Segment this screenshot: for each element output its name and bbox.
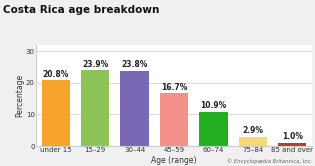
Text: Costa Rica age breakdown: Costa Rica age breakdown (3, 5, 159, 15)
Y-axis label: Percentage: Percentage (15, 74, 24, 117)
Bar (199, 112, 228, 146)
Text: 2016: 2016 (203, 79, 224, 87)
Text: 20.8%: 20.8% (43, 70, 69, 79)
Text: 10.9%: 10.9% (200, 101, 226, 110)
Text: 2019: 2019 (124, 79, 145, 87)
Bar (42, 80, 70, 146)
Text: 2011: 2011 (242, 79, 263, 87)
Text: 23.8%: 23.8% (122, 60, 148, 69)
Text: 2.9%: 2.9% (242, 126, 263, 135)
Bar (239, 137, 267, 146)
Text: 2017: 2017 (163, 79, 185, 87)
Text: 23.9%: 23.9% (82, 60, 108, 69)
Bar (121, 71, 149, 146)
Bar (278, 143, 306, 146)
X-axis label: Age (range): Age (range) (151, 156, 197, 165)
Text: 2020: 2020 (85, 79, 106, 87)
Text: © Encyclopædia Britannica, Inc.: © Encyclopædia Britannica, Inc. (227, 159, 312, 164)
Bar (160, 93, 188, 146)
Text: 16.7%: 16.7% (161, 83, 187, 92)
Bar (81, 70, 110, 146)
Text: 2022: 2022 (45, 79, 66, 87)
Text: 1.0%: 1.0% (282, 132, 303, 141)
